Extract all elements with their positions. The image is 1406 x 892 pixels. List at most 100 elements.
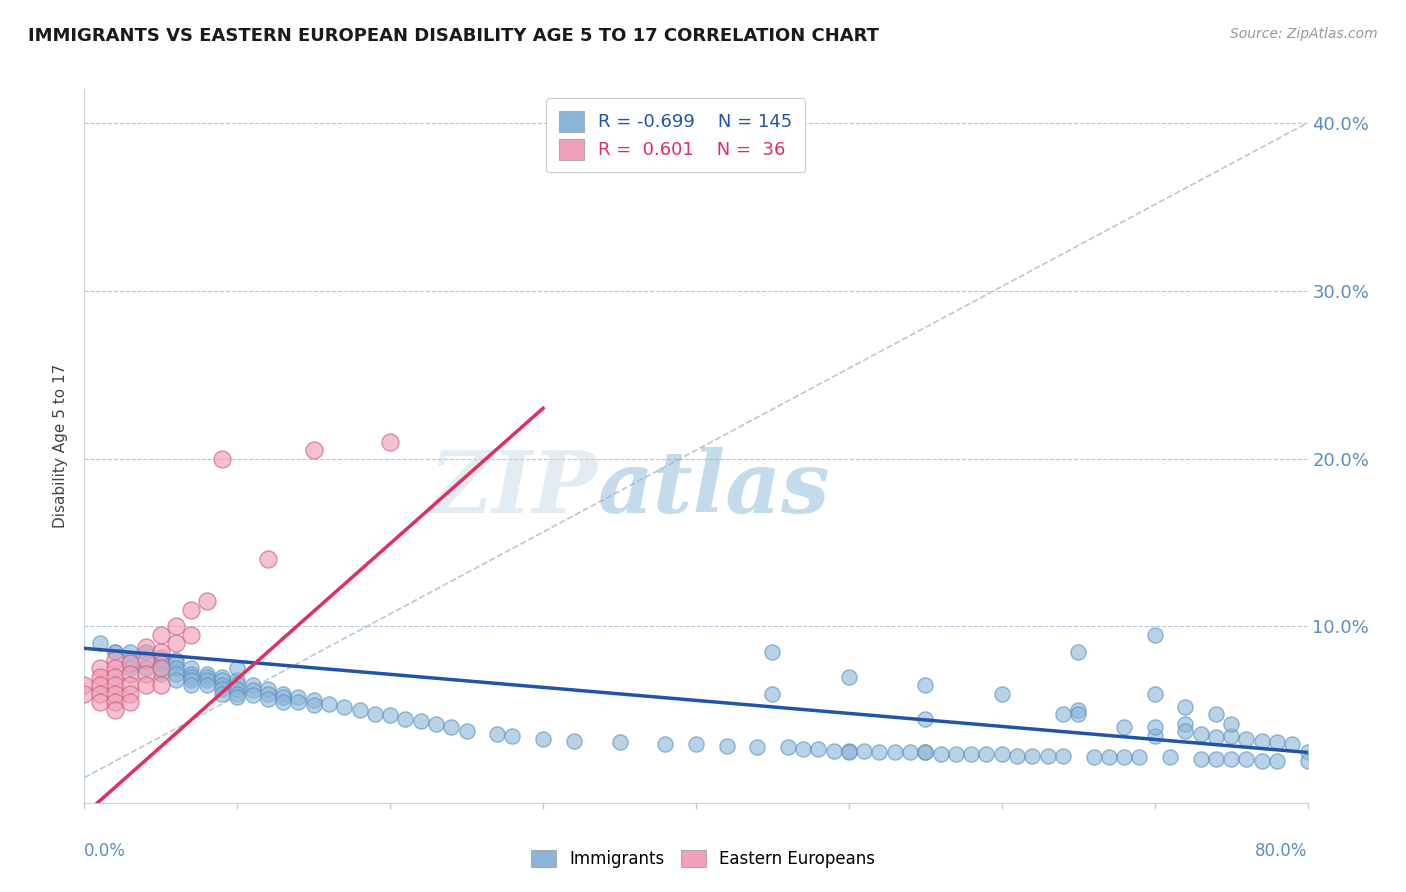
Text: atlas: atlas	[598, 447, 831, 531]
Point	[149, 666, 172, 681]
Point	[120, 661, 142, 675]
Point	[991, 687, 1014, 701]
Point	[869, 746, 891, 760]
Point	[807, 742, 830, 756]
Point	[823, 744, 845, 758]
Point	[349, 703, 371, 717]
Point	[180, 603, 202, 617]
Point	[271, 690, 294, 704]
Point	[1114, 750, 1136, 764]
Point	[1174, 700, 1197, 714]
Point	[929, 747, 952, 761]
Point	[1143, 687, 1166, 701]
Point	[502, 729, 524, 743]
Point	[838, 670, 860, 684]
Point	[195, 666, 218, 681]
Point	[104, 645, 127, 659]
Point	[149, 661, 172, 675]
Point	[104, 687, 127, 701]
Point	[914, 746, 936, 760]
Point	[242, 683, 264, 698]
Point	[180, 678, 202, 692]
Point	[180, 661, 202, 675]
Point	[991, 747, 1014, 761]
Point	[195, 670, 218, 684]
Point	[380, 434, 402, 449]
Point	[211, 681, 233, 696]
Point	[425, 717, 447, 731]
Point	[242, 689, 264, 703]
Point	[89, 678, 111, 692]
Point	[380, 708, 402, 723]
Point	[838, 746, 860, 760]
Point	[898, 746, 921, 760]
Point	[409, 714, 432, 728]
Point	[180, 670, 202, 684]
Point	[180, 666, 202, 681]
Point	[242, 678, 264, 692]
Point	[149, 653, 172, 667]
Point	[1265, 754, 1288, 768]
Point	[104, 653, 127, 667]
Point	[960, 747, 983, 761]
Point	[211, 451, 233, 466]
Point	[394, 712, 416, 726]
Point	[1128, 750, 1150, 764]
Text: Source: ZipAtlas.com: Source: ZipAtlas.com	[1230, 27, 1378, 41]
Point	[761, 687, 783, 701]
Point	[165, 636, 187, 650]
Point	[333, 700, 356, 714]
Point	[883, 746, 905, 760]
Point	[654, 737, 676, 751]
Point	[257, 691, 280, 706]
Point	[792, 742, 814, 756]
Point	[165, 661, 187, 675]
Text: IMMIGRANTS VS EASTERN EUROPEAN DISABILITY AGE 5 TO 17 CORRELATION CHART: IMMIGRANTS VS EASTERN EUROPEAN DISABILIT…	[28, 27, 879, 45]
Point	[180, 673, 202, 688]
Point	[73, 678, 96, 692]
Point	[1205, 731, 1227, 745]
Point	[609, 735, 631, 749]
Point	[364, 706, 387, 721]
Point	[104, 695, 127, 709]
Point	[149, 661, 172, 675]
Point	[211, 670, 233, 684]
Point	[120, 653, 142, 667]
Point	[1067, 645, 1090, 659]
Point	[1265, 735, 1288, 749]
Point	[287, 690, 309, 704]
Point	[257, 687, 280, 701]
Point	[135, 661, 157, 675]
Point	[180, 628, 202, 642]
Point	[149, 657, 172, 671]
Legend: Immigrants, Eastern Europeans: Immigrants, Eastern Europeans	[524, 843, 882, 875]
Point	[104, 645, 127, 659]
Point	[302, 443, 325, 458]
Text: 80.0%: 80.0%	[1256, 842, 1308, 860]
Point	[1296, 746, 1319, 760]
Point	[976, 747, 998, 761]
Point	[1036, 748, 1059, 763]
Point	[89, 687, 111, 701]
Point	[562, 733, 585, 747]
Point	[1067, 706, 1090, 721]
Point	[135, 653, 157, 667]
Point	[135, 645, 157, 659]
Point	[165, 619, 187, 633]
Point	[1205, 706, 1227, 721]
Point	[838, 744, 860, 758]
Point	[135, 666, 157, 681]
Point	[531, 731, 554, 746]
Point	[1220, 729, 1243, 743]
Point	[165, 673, 187, 688]
Text: ZIP: ZIP	[430, 447, 598, 531]
Point	[1143, 720, 1166, 734]
Y-axis label: Disability Age 5 to 17: Disability Age 5 to 17	[53, 364, 69, 528]
Point	[226, 661, 249, 675]
Point	[456, 723, 478, 738]
Point	[195, 594, 218, 608]
Point	[149, 649, 172, 664]
Point	[914, 712, 936, 726]
Point	[1189, 727, 1212, 741]
Point	[135, 653, 157, 667]
